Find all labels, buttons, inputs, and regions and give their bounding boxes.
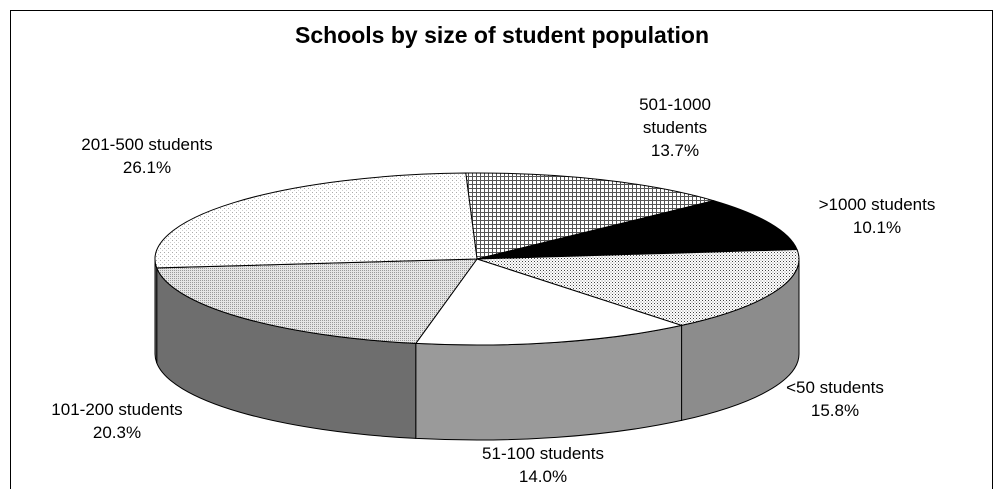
pie-slice-0 xyxy=(465,172,716,260)
slice-label-3: 51-100 students 14.0% xyxy=(468,442,618,488)
pie-slice-side-5 xyxy=(154,258,158,364)
slice-value-text: 20.3% xyxy=(92,423,142,442)
pie-slice-3 xyxy=(414,258,684,346)
slice-value-text: 10.1% xyxy=(852,218,902,237)
chart-title: Schools by size of student population xyxy=(294,22,709,48)
slice-value-text: 26.1% xyxy=(122,158,172,177)
pie-tops xyxy=(154,172,800,346)
slice-label-text: 501-1000 xyxy=(639,95,711,114)
slice-label-1: >1000 students 10.1% xyxy=(792,193,962,239)
slice-label-text: <50 students xyxy=(786,378,884,397)
pie-slice-2 xyxy=(476,249,800,326)
slice-value-text: 15.8% xyxy=(810,401,860,420)
pie-slice-5 xyxy=(154,172,478,269)
slice-label-text: 51-100 students xyxy=(482,444,604,463)
slice-label-text: >1000 students xyxy=(818,195,936,214)
slice-label-text: 201-500 students xyxy=(81,135,213,154)
slice-label-text: students xyxy=(642,118,708,137)
slice-label-5: 201-500 students 26.1% xyxy=(42,133,252,179)
slice-label-0: 501-1000 students 13.7% xyxy=(610,93,740,162)
slice-label-text: 101-200 students xyxy=(51,400,183,419)
pie-slice-1 xyxy=(476,200,798,260)
slice-value-text: 13.7% xyxy=(650,141,700,160)
pie-slice-4 xyxy=(156,258,479,344)
slice-label-2: <50 students 15.8% xyxy=(765,376,905,422)
slice-label-4: 101-200 students 20.3% xyxy=(22,398,212,444)
slice-value-text: 14.0% xyxy=(518,467,568,486)
